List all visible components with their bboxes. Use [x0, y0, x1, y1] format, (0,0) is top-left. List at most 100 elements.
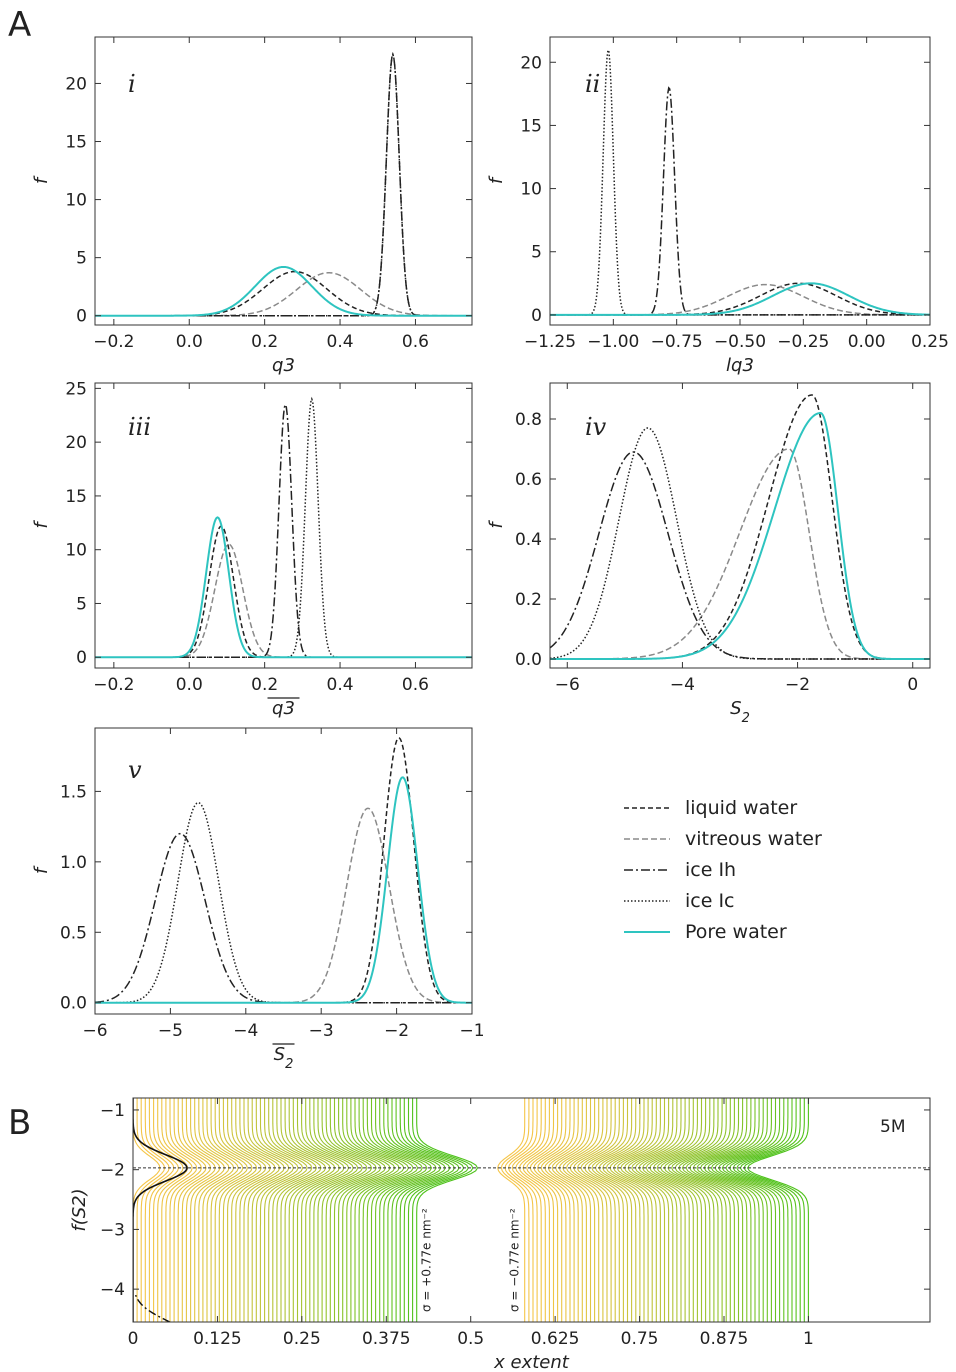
profile-curve — [641, 1098, 690, 1322]
chart-i: i −0.2 0.0 0.2 0.4 0.6 0 5 10 15 20 q3 f — [31, 36, 473, 376]
profile-curve — [165, 1098, 198, 1322]
axes-frame — [132, 1097, 931, 1323]
x-axis-label: S2 — [730, 698, 750, 726]
profile-curve — [305, 1098, 354, 1322]
profile-curve — [743, 1098, 805, 1322]
x-tick-label: −2 — [785, 675, 810, 695]
profile-curve — [613, 1098, 657, 1322]
profile-curve — [703, 1098, 760, 1322]
profile-curve — [500, 1098, 530, 1322]
profile-curve — [255, 1098, 299, 1322]
y-tick-label: 1.0 — [60, 853, 87, 873]
profile-curve — [362, 1098, 419, 1322]
profile-curve — [584, 1098, 624, 1322]
profile-curve — [169, 1098, 202, 1322]
profile-curve — [598, 1098, 641, 1322]
profile-curve — [674, 1098, 727, 1322]
ice-reference — [135, 1294, 171, 1322]
series-ice-ic — [550, 427, 930, 660]
x-tick-label: 0.875 — [700, 1329, 749, 1349]
series-pore — [95, 516, 472, 659]
profile-curve — [194, 1098, 230, 1322]
profile-curve — [214, 1098, 253, 1322]
y-tick-label: −1 — [100, 1101, 125, 1121]
profile-curve — [276, 1098, 322, 1322]
y-axis-label: f — [31, 865, 52, 874]
x-tick-label: −4 — [670, 675, 695, 695]
legend-label: Pore water — [685, 921, 787, 943]
x-tick-label: 0.25 — [911, 332, 949, 352]
x-tick-label: 0.00 — [848, 332, 886, 352]
charge-label-positive: σ = +0.77e nm⁻² — [420, 1208, 434, 1312]
profile-curve — [699, 1098, 756, 1322]
profile-curve — [185, 1098, 221, 1322]
x-axis-label: lq3 — [726, 355, 754, 376]
charge-label-negative: σ = −0.77e nm⁻² — [508, 1208, 522, 1312]
x-tick-label: 0.25 — [283, 1329, 321, 1349]
series-pore — [95, 776, 472, 1004]
legend-label: ice Ic — [685, 890, 735, 912]
x-tick-label: 0.625 — [531, 1329, 580, 1349]
axes-frame — [549, 382, 931, 669]
profile-curve — [620, 1098, 666, 1322]
chart-v: v −6 −5 −4 −3 −2 −1 0.0 0.5 1.0 1.5 S2 f — [31, 727, 485, 1072]
profile-curve — [594, 1098, 637, 1322]
axes-frame — [549, 36, 931, 326]
profile-curve — [301, 1098, 350, 1322]
series-ice-ih — [95, 52, 472, 317]
profile-curve — [370, 1098, 428, 1322]
chart-iii: iii −0.2 0.0 0.2 0.4 0.6 0 5 10 15 20 25 q3 f — [31, 379, 473, 719]
profile-curve — [358, 1098, 414, 1322]
plot-area-iv — [550, 394, 930, 660]
profile-curve — [732, 1098, 793, 1322]
series-liquid — [95, 270, 472, 317]
profile-curve — [284, 1098, 331, 1322]
profile-curve — [609, 1098, 653, 1322]
series-ice-ih — [95, 402, 472, 658]
profile-curve — [342, 1098, 396, 1322]
series-liquid — [95, 525, 472, 658]
panel-numeral-i: i — [128, 70, 136, 98]
series-ice-ic — [95, 801, 472, 1004]
profile-curve — [259, 1098, 304, 1322]
profile-curve — [576, 1098, 616, 1322]
x-tick-label: 0.5 — [457, 1329, 484, 1349]
profile-curve — [198, 1098, 235, 1322]
profile-curve — [325, 1098, 377, 1322]
profile-curve — [202, 1098, 239, 1322]
x-axis-label: q3 — [272, 355, 295, 376]
profile-curve — [544, 1098, 579, 1322]
y-tick-label: −4 — [100, 1280, 125, 1300]
profile-curve — [181, 1098, 216, 1322]
profile-curve — [616, 1098, 661, 1322]
profile-curve — [663, 1098, 715, 1322]
profile-curve — [667, 1098, 719, 1322]
profile-curve — [391, 1098, 451, 1322]
y-axis-label: f — [31, 520, 52, 529]
x-tick-label: 1 — [803, 1329, 814, 1349]
profile-curve — [329, 1098, 382, 1322]
profile-curve — [161, 1098, 193, 1322]
profile-curve — [321, 1098, 373, 1322]
x-tick-label: −1.00 — [587, 332, 639, 352]
legend-label: liquid water — [685, 797, 797, 819]
profile-curve — [725, 1098, 785, 1322]
profile-curve — [231, 1098, 271, 1322]
panel-letter-a: A — [8, 5, 31, 45]
profile-curve — [587, 1098, 629, 1322]
x-tick-label: 0.4 — [327, 675, 354, 695]
plot-area-iii — [95, 396, 472, 659]
series-ice-ic — [95, 396, 472, 658]
y-tick-label: 0.6 — [515, 470, 542, 490]
y-tick-label: 10 — [65, 541, 87, 561]
y-tick-label: 10 — [65, 191, 87, 211]
profile-curve — [309, 1098, 359, 1322]
profile-curve — [689, 1098, 744, 1322]
y-axis-label: f — [486, 175, 507, 184]
series-ice-ic — [550, 47, 930, 316]
series-pore — [95, 265, 472, 317]
y-axis-label: f — [486, 520, 507, 529]
x-tick-label: 0 — [128, 1329, 139, 1349]
y-tick-label: 0.5 — [60, 923, 87, 943]
x-tick-label: −1 — [459, 1021, 484, 1041]
